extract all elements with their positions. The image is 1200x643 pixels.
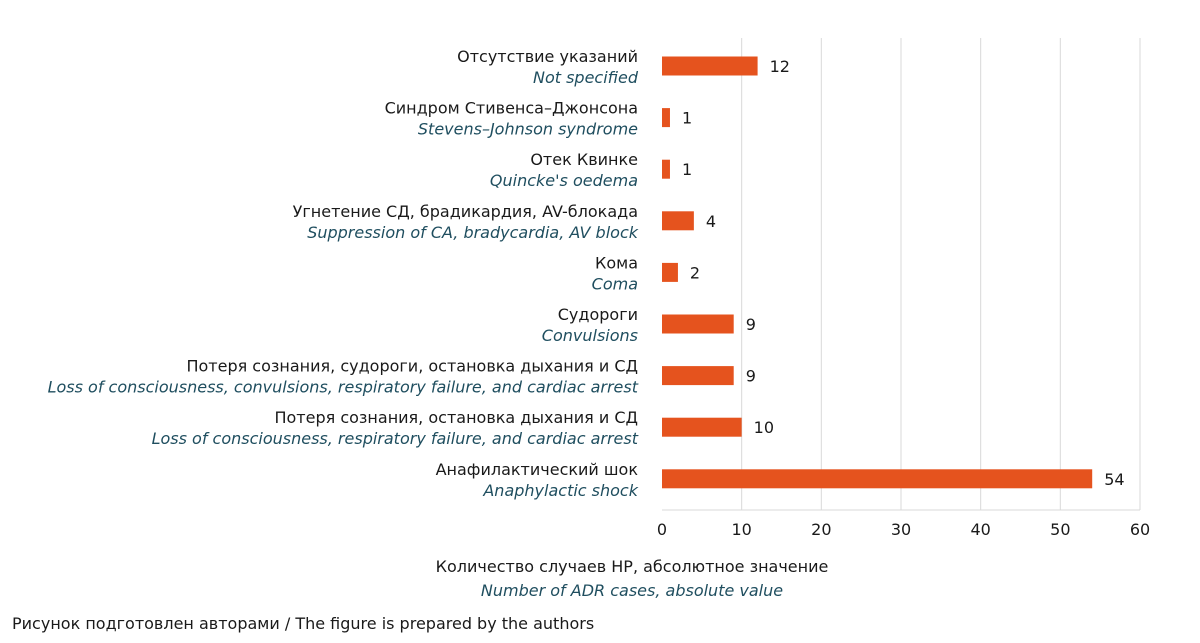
x-tick-label: 40 — [970, 520, 990, 539]
category-label-en: Convulsions — [542, 326, 638, 345]
figure-caption: Рисунок подготовлен авторами / The figur… — [12, 614, 595, 633]
category-label: Отсутствие указаний — [457, 47, 638, 66]
category-label: Судороги — [558, 305, 638, 324]
bar — [662, 469, 1093, 489]
category-label: Угнетение СД, брадикардия, AV-блокада — [293, 202, 638, 221]
bar — [662, 262, 678, 282]
x-tick-label: 20 — [811, 520, 831, 539]
data-label: 1 — [682, 160, 692, 179]
category-label: Отек Квинке — [530, 150, 638, 169]
data-label: 54 — [1104, 470, 1124, 489]
x-tick-label: 60 — [1130, 520, 1150, 539]
data-label: 10 — [754, 418, 774, 437]
x-tick-label: 0 — [657, 520, 667, 539]
bar — [662, 417, 742, 437]
data-label: 2 — [690, 263, 700, 282]
category-label-en: Quincke's oedema — [490, 171, 638, 190]
bar — [662, 56, 758, 76]
x-tick-label: 10 — [731, 520, 751, 539]
category-label-en: Stevens–Johnson syndrome — [418, 120, 638, 139]
category-label: Потеря сознания, судороги, остановка дых… — [186, 357, 638, 376]
x-axis-title-en: Number of ADR cases, absolute value — [481, 581, 783, 600]
bar — [662, 108, 670, 128]
category-label-en: Not specified — [533, 68, 639, 87]
category-label-en: Loss of consciousness, respiratory failu… — [152, 429, 639, 448]
category-label-en: Anaphylactic shock — [482, 481, 638, 500]
data-label: 9 — [746, 315, 756, 334]
bar — [662, 211, 694, 231]
data-label: 1 — [682, 109, 692, 128]
bar — [662, 314, 734, 334]
bar — [662, 366, 734, 386]
x-tick-label: 30 — [891, 520, 911, 539]
bar — [662, 159, 670, 179]
data-label: 9 — [746, 367, 756, 386]
data-label: 4 — [706, 212, 716, 231]
category-label: Синдром Стивенса–Джонсона — [385, 99, 638, 118]
x-tick-label: 50 — [1050, 520, 1070, 539]
data-label: 12 — [770, 57, 790, 76]
category-label-en: Coma — [592, 274, 638, 293]
category-label: Потеря сознания, остановка дыхания и СД — [274, 408, 638, 427]
category-label: Кома — [595, 253, 638, 272]
category-label-en: Loss of consciousness, convulsions, resp… — [48, 378, 639, 397]
x-axis-title: Количество случаев НР, абсолютное значен… — [436, 557, 829, 576]
category-label: Анафилактический шок — [436, 460, 639, 479]
category-label-en: Suppression of CA, bradycardia, AV block — [307, 223, 639, 242]
